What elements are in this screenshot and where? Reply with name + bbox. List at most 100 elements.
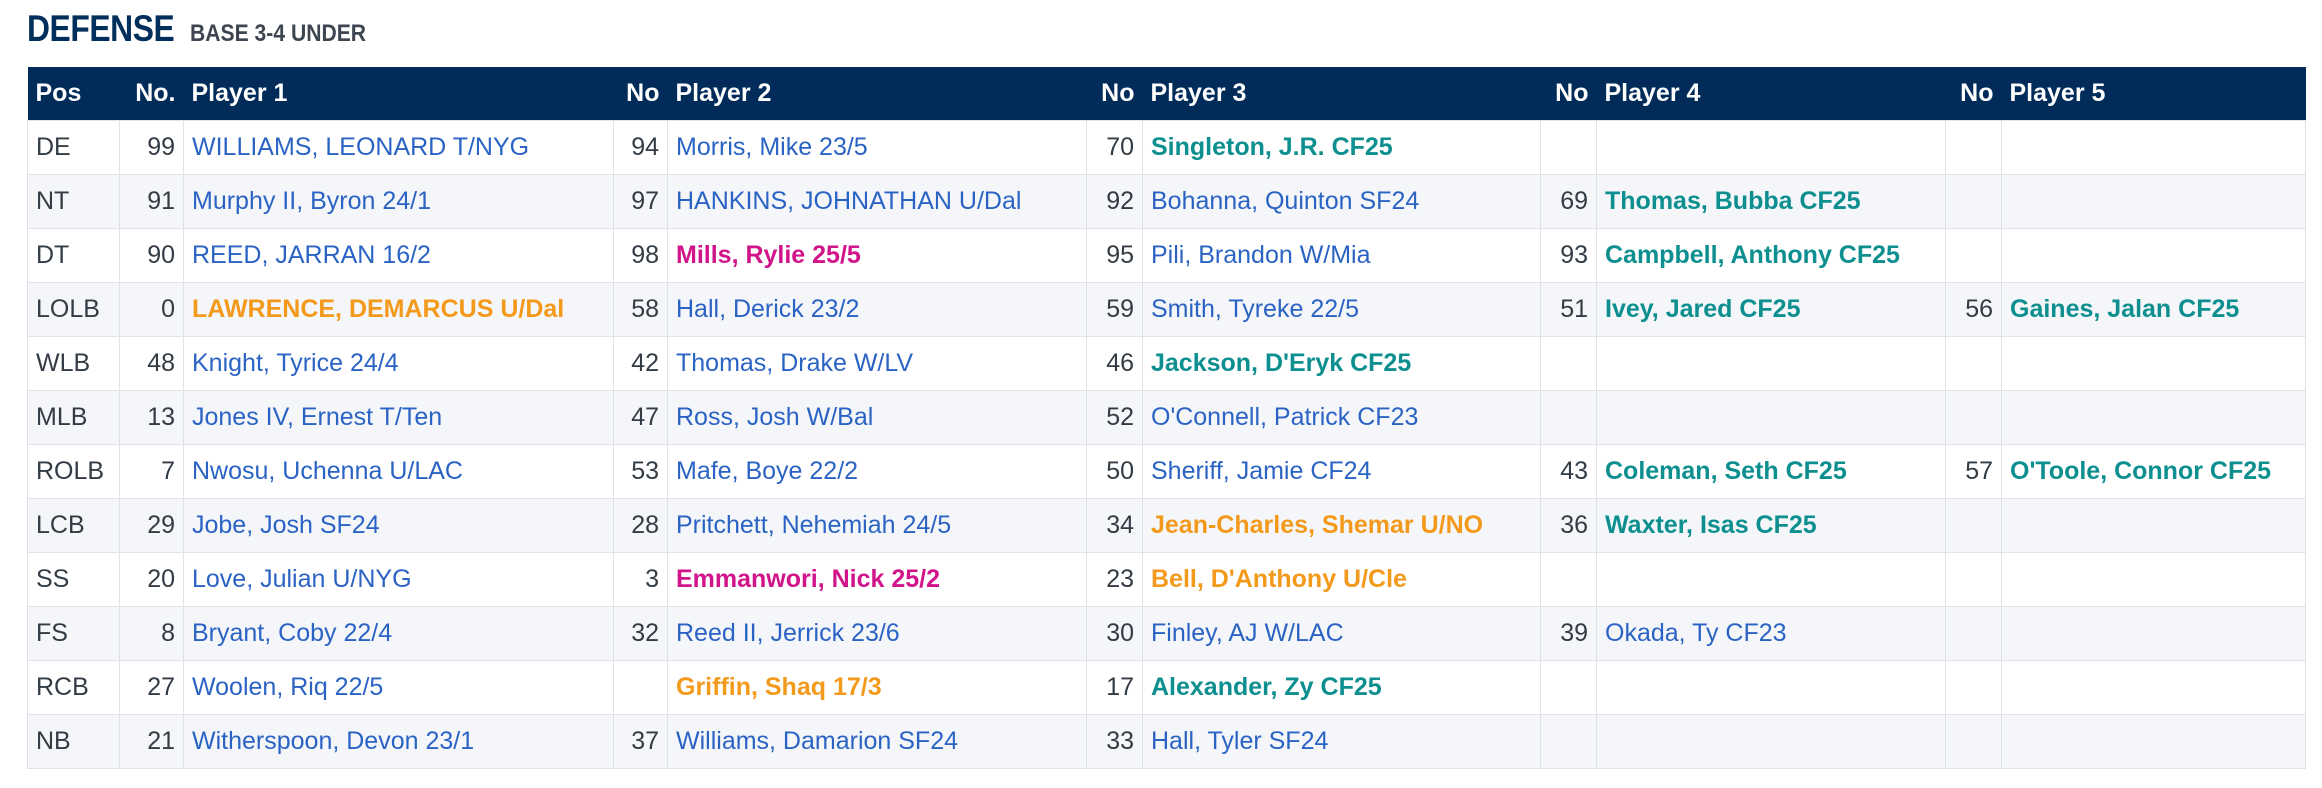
player-link[interactable]: Jackson, D'Eryk CF25: [1151, 348, 1412, 377]
player-cell: Sheriff, Jamie CF24: [1142, 443, 1541, 499]
player-link[interactable]: Coleman, Seth CF25: [1605, 456, 1847, 485]
position-cell: SS: [27, 551, 120, 607]
player-link[interactable]: Alexander, Zy CF25: [1151, 672, 1382, 701]
player-cell: [2001, 605, 2306, 661]
player-link[interactable]: Bell, D'Anthony U/Cle: [1151, 564, 1407, 593]
player-link[interactable]: Witherspoon, Devon 23/1: [192, 726, 475, 755]
player-cell: Thomas, Bubba CF25: [1596, 173, 1946, 229]
player-link[interactable]: Thomas, Drake W/LV: [676, 348, 914, 377]
jersey-number-cell: 92: [1086, 173, 1143, 229]
jersey-number-cell: 13: [119, 389, 184, 445]
player-link[interactable]: Mills, Rylie 25/5: [676, 240, 861, 269]
jersey-number-cell: 7: [119, 443, 184, 499]
player-cell: Bryant, Coby 22/4: [183, 605, 614, 661]
player-cell: Griffin, Shaq 17/3: [667, 659, 1087, 715]
jersey-number-cell: [1540, 551, 1597, 607]
player-cell: [1596, 119, 1946, 175]
header-number-2: No: [626, 78, 660, 107]
player-link[interactable]: Morris, Mike 23/5: [676, 132, 868, 161]
player-link[interactable]: Knight, Tyrice 24/4: [192, 348, 399, 377]
player-link[interactable]: Hall, Derick 23/2: [676, 294, 860, 323]
position-cell: MLB: [27, 389, 120, 445]
player-link[interactable]: Okada, Ty CF23: [1605, 618, 1787, 647]
player-link[interactable]: Jones IV, Ernest T/Ten: [192, 402, 443, 431]
player-link[interactable]: Waxter, Isas CF25: [1605, 510, 1817, 539]
jersey-number-cell: 39: [1540, 605, 1597, 661]
jersey-number-cell: 51: [1540, 281, 1597, 337]
player-link[interactable]: Jobe, Josh SF24: [192, 510, 380, 539]
player-link[interactable]: WILLIAMS, LEONARD T/NYG: [192, 132, 530, 161]
position-cell: WLB: [27, 335, 120, 391]
player-link[interactable]: Nwosu, Uchenna U/LAC: [192, 456, 463, 485]
player-link[interactable]: Woolen, Riq 22/5: [192, 672, 384, 701]
player-link[interactable]: Hall, Tyler SF24: [1151, 726, 1329, 755]
player-link[interactable]: O'Connell, Patrick CF23: [1151, 402, 1419, 431]
player-link[interactable]: Pili, Brandon W/Mia: [1151, 240, 1371, 269]
player-link[interactable]: Ross, Josh W/Bal: [676, 402, 874, 431]
player-link[interactable]: Griffin, Shaq 17/3: [676, 672, 882, 701]
player-cell: Hall, Tyler SF24: [1142, 713, 1541, 769]
jersey-number-cell: 17: [1086, 659, 1143, 715]
jersey-number-cell: 93: [1540, 227, 1597, 283]
header-number-4: No: [1555, 78, 1589, 107]
jersey-number-cell: 56: [1945, 281, 2002, 337]
player-link[interactable]: Campbell, Anthony CF25: [1605, 240, 1900, 269]
jersey-number-cell: 91: [119, 173, 184, 229]
table-row: SS 20 Love, Julian U/NYG 3 Emmanwori, Nick 2…: [27, 551, 2306, 607]
jersey-number-cell: 46: [1086, 335, 1143, 391]
player-link[interactable]: Smith, Tyreke 22/5: [1151, 294, 1359, 323]
player-link[interactable]: Jean-Charles, Shemar U/NO: [1151, 510, 1484, 539]
player-cell: [2001, 119, 2306, 175]
player-cell: [2001, 335, 2306, 391]
table-row: WLB 48 Knight, Tyrice 24/4 42 Thomas, Drake …: [27, 335, 2306, 391]
player-cell: LAWRENCE, DEMARCUS U/Dal: [183, 281, 614, 337]
table-row: ROLB 7 Nwosu, Uchenna U/LAC 53 Mafe, Boye 22…: [27, 443, 2306, 499]
player-link[interactable]: Reed II, Jerrick 23/6: [676, 618, 900, 647]
player-link[interactable]: Sheriff, Jamie CF24: [1151, 456, 1372, 485]
player-link[interactable]: Bohanna, Quinton SF24: [1151, 186, 1420, 215]
jersey-number-cell: 50: [1086, 443, 1143, 499]
player-link[interactable]: Thomas, Bubba CF25: [1605, 186, 1861, 215]
player-cell: [2001, 659, 2306, 715]
player-cell: Mafe, Boye 22/2: [667, 443, 1087, 499]
player-link[interactable]: Mafe, Boye 22/2: [676, 456, 859, 485]
jersey-number-cell: [1540, 119, 1597, 175]
player-link[interactable]: LAWRENCE, DEMARCUS U/Dal: [192, 294, 565, 323]
jersey-number-cell: 32: [613, 605, 668, 661]
player-cell: Jackson, D'Eryk CF25: [1142, 335, 1541, 391]
jersey-number-cell: 34: [1086, 497, 1143, 553]
player-link[interactable]: HANKINS, JOHNATHAN U/Dal: [676, 186, 1022, 215]
jersey-number-cell: 28: [613, 497, 668, 553]
jersey-number-cell: [1540, 389, 1597, 445]
player-link[interactable]: O'Toole, Connor CF25: [2010, 456, 2272, 485]
jersey-number-cell: 43: [1540, 443, 1597, 499]
player-link[interactable]: REED, JARRAN 16/2: [192, 240, 431, 269]
header-player-2: Player 2: [675, 78, 772, 107]
jersey-number-cell: 52: [1086, 389, 1143, 445]
player-cell: Love, Julian U/NYG: [183, 551, 614, 607]
jersey-number-cell: [1540, 659, 1597, 715]
player-cell: Jones IV, Ernest T/Ten: [183, 389, 614, 445]
player-cell: [1596, 389, 1946, 445]
jersey-number-cell: 57: [1945, 443, 2002, 499]
player-cell: [1596, 335, 1946, 391]
jersey-number-cell: 36: [1540, 497, 1597, 553]
player-link[interactable]: Finley, AJ W/LAC: [1151, 618, 1344, 647]
jersey-number-cell: [1945, 605, 2002, 661]
player-link[interactable]: Ivey, Jared CF25: [1605, 294, 1801, 323]
jersey-number-cell: 58: [613, 281, 668, 337]
player-link[interactable]: Pritchett, Nehemiah 24/5: [676, 510, 952, 539]
player-link[interactable]: Singleton, J.R. CF25: [1151, 132, 1393, 161]
player-link[interactable]: Emmanwori, Nick 25/2: [676, 564, 941, 593]
header-row: Pos No. Player 1 No Player 2 No Player 3…: [27, 67, 2306, 120]
player-link[interactable]: Bryant, Coby 22/4: [192, 618, 393, 647]
player-cell: Gaines, Jalan CF25: [2001, 281, 2306, 337]
player-link[interactable]: Love, Julian U/NYG: [192, 564, 412, 593]
jersey-number-cell: [1945, 389, 2002, 445]
player-link[interactable]: Gaines, Jalan CF25: [2010, 294, 2240, 323]
jersey-number-cell: 99: [119, 119, 184, 175]
player-link[interactable]: Murphy II, Byron 24/1: [192, 186, 432, 215]
player-cell: [1596, 659, 1946, 715]
player-link[interactable]: Williams, Damarion SF24: [676, 726, 959, 755]
player-cell: Williams, Damarion SF24: [667, 713, 1087, 769]
